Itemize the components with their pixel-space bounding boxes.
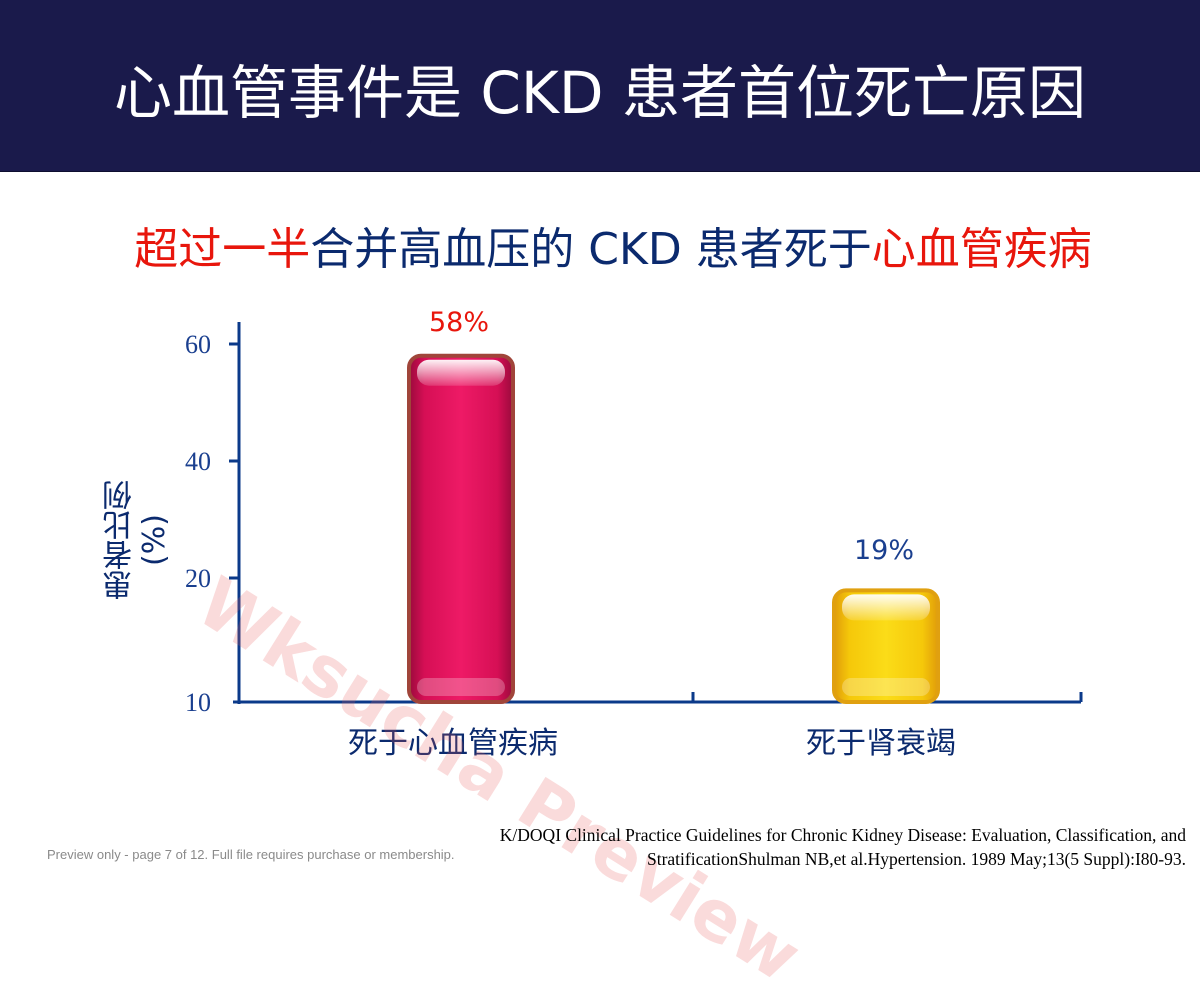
subtitle-highlight-cardiovascular: 心血管疾病 — [871, 224, 1092, 275]
y-tick-label: 20 — [185, 564, 211, 593]
y-tick-label: 40 — [185, 447, 211, 476]
data-label: 19% — [854, 535, 914, 566]
bar-bottom-highlight — [842, 678, 930, 696]
y-axis-label-line1: 患者比例 — [103, 480, 138, 600]
bar-top-highlight — [417, 359, 505, 386]
citation: K/DOQI Clinical Practice Guidelines for … — [366, 823, 1186, 871]
citation-line1: K/DOQI Clinical Practice Guidelines for … — [499, 825, 1186, 845]
bar-1 — [407, 353, 515, 704]
y-axis-label: 患者比例 (%) — [103, 480, 172, 600]
y-axis-label-line2: (%) — [137, 514, 172, 566]
bar-body — [407, 353, 515, 704]
category-label: 死于心血管疾病 — [348, 726, 558, 761]
y-tick-label: 60 — [185, 330, 211, 359]
bar-bottom-highlight — [417, 678, 505, 696]
slide-title: 心血管事件是 CKD 患者首位死亡原因 — [113, 59, 1087, 127]
subtitle-middle: 合并高血压的 CKD 患者死于 — [310, 224, 872, 275]
preview-note: Preview only - page 7 of 12. Full file r… — [47, 847, 455, 862]
subtitle-highlight-more-than-half: 超过一半 — [134, 224, 311, 275]
category-label: 死于肾衰竭 — [806, 726, 956, 761]
citation-line2: StratificationShulman NB,et al.Hypertens… — [646, 849, 1186, 869]
slide-subtitle: 超过一半合并高血压的 CKD 患者死于心血管疾病 — [0, 222, 1200, 278]
slide-header: 心血管事件是 CKD 患者首位死亡原因 — [0, 0, 1200, 172]
y-tick-label: 10 — [185, 688, 211, 717]
bar-2 — [832, 588, 940, 705]
data-label: 58% — [429, 307, 489, 338]
bar-chart: 10 20 40 60 58% 死于心血管疾病 19% 死于肾衰竭 — [185, 307, 1083, 761]
bar-top-highlight — [842, 594, 930, 621]
